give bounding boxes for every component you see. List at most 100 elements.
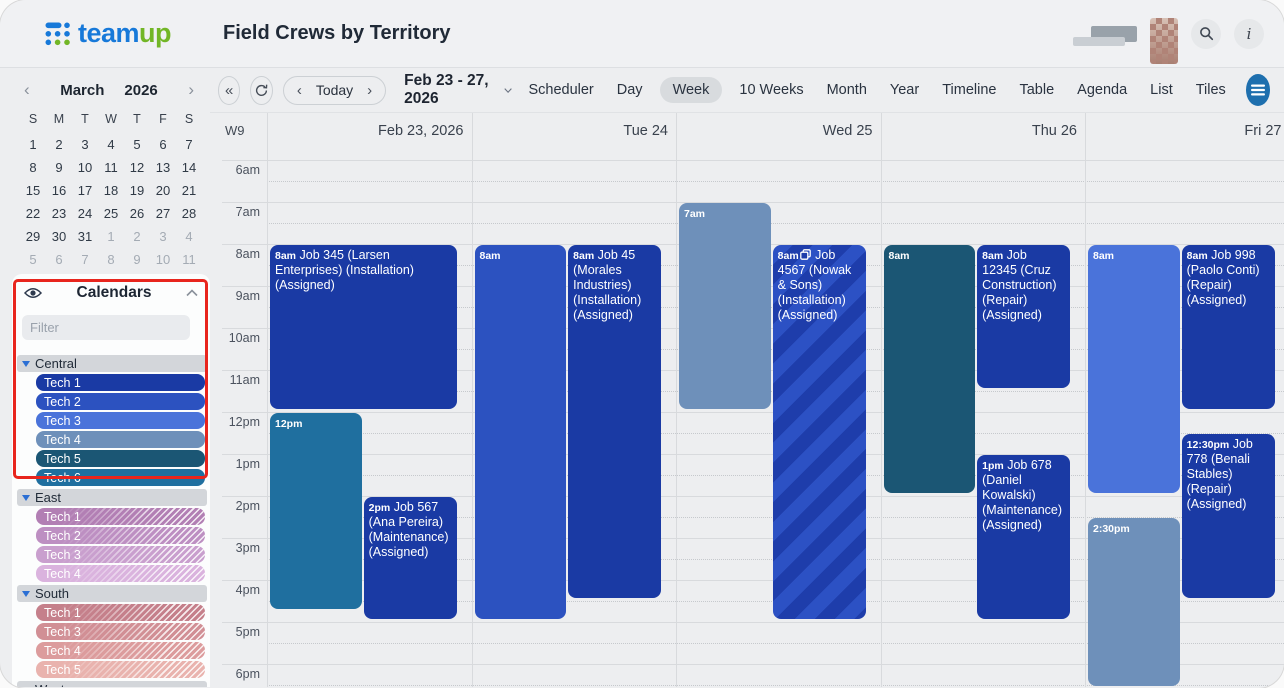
- calendar-item[interactable]: Tech 1: [36, 604, 205, 621]
- mini-cal-day[interactable]: 1: [29, 137, 37, 152]
- eye-icon[interactable]: [24, 287, 42, 299]
- mini-cal-day[interactable]: 12: [129, 160, 145, 175]
- day-column[interactable]: Thu 26 8am 8am Job 12345 (Cruz Constructi…: [880, 113, 1086, 687]
- mini-cal-day[interactable]: 28: [181, 206, 197, 221]
- mini-cal-day[interactable]: 9: [55, 160, 63, 175]
- view-tab-tiles[interactable]: Tiles: [1195, 82, 1226, 98]
- mini-cal-day[interactable]: 3: [159, 229, 167, 244]
- teamup-logo[interactable]: teamup: [44, 18, 172, 49]
- mini-cal-day[interactable]: 21: [181, 183, 197, 198]
- view-tab-list[interactable]: List: [1150, 82, 1173, 98]
- view-tab-table[interactable]: Table: [1019, 82, 1055, 98]
- event[interactable]: 8am Job 12345 (Cruz Construction) (Repai…: [977, 245, 1070, 388]
- event[interactable]: 12pm: [270, 413, 362, 609]
- mini-cal-day[interactable]: 11: [182, 252, 196, 267]
- mini-cal-day[interactable]: 27: [155, 206, 171, 221]
- refresh-button[interactable]: [250, 75, 273, 105]
- mini-cal-day[interactable]: 5: [133, 137, 141, 152]
- mini-cal-day[interactable]: 30: [51, 229, 67, 244]
- calendar-item[interactable]: Tech 2: [36, 527, 205, 544]
- view-tab-week[interactable]: Week: [659, 77, 723, 103]
- mini-cal-day[interactable]: 14: [181, 160, 197, 175]
- info-button[interactable]: i: [1234, 18, 1264, 49]
- view-tab-10-weeks[interactable]: 10 Weeks: [739, 82, 804, 98]
- mini-cal-day[interactable]: 25: [103, 206, 119, 221]
- calendar-item[interactable]: Tech 5: [36, 450, 205, 467]
- event[interactable]: 2pm Job 567 (Ana Pereira) (Maintenance) …: [363, 497, 457, 619]
- calendar-item[interactable]: Tech 3: [36, 623, 205, 640]
- event[interactable]: 8am: [883, 245, 976, 493]
- view-tab-timeline[interactable]: Timeline: [942, 82, 997, 98]
- calendar-item[interactable]: Tech 3: [36, 412, 205, 429]
- prev-day-icon[interactable]: ‹: [296, 81, 302, 99]
- mini-cal-day[interactable]: 5: [29, 252, 37, 267]
- view-tab-scheduler[interactable]: Scheduler: [528, 82, 594, 98]
- view-tab-year[interactable]: Year: [889, 82, 920, 98]
- calendar-item[interactable]: Tech 2: [36, 393, 205, 410]
- calendar-item[interactable]: Tech 1: [36, 508, 205, 525]
- mini-cal-year[interactable]: 2026: [124, 81, 158, 99]
- event[interactable]: 8am: [1088, 245, 1180, 493]
- mini-cal-month[interactable]: March: [60, 81, 105, 99]
- day-column[interactable]: Feb 23, 2026 8am Job 345 (Larsen Enterpri…: [267, 113, 472, 687]
- calendar-group-header-east[interactable]: East: [17, 489, 207, 506]
- mini-cal-day[interactable]: 2: [55, 137, 63, 152]
- mini-cal-day[interactable]: 8: [29, 160, 37, 175]
- menu-button[interactable]: [1245, 74, 1270, 106]
- mini-cal-day[interactable]: 18: [103, 183, 119, 198]
- event[interactable]: 8am Job 998 (Paolo Conti) (Repair) (Assi…: [1181, 245, 1275, 409]
- calendar-item[interactable]: Tech 4: [36, 642, 205, 659]
- search-button[interactable]: [1191, 18, 1221, 49]
- mini-cal-day[interactable]: 6: [55, 252, 63, 267]
- mini-cal-day[interactable]: 22: [25, 206, 41, 221]
- event[interactable]: 2:30pm: [1088, 518, 1180, 687]
- chevron-up-icon[interactable]: [186, 289, 198, 297]
- mini-cal-day[interactable]: 29: [25, 229, 41, 244]
- mini-cal-day[interactable]: 2: [133, 229, 141, 244]
- day-column[interactable]: Tue 24 8am 8am Job 45 (Morales Industries…: [471, 113, 677, 687]
- calendar-item[interactable]: Tech 4: [36, 565, 205, 582]
- event[interactable]: 8am: [474, 245, 567, 619]
- calendar-group-header-central[interactable]: Central: [17, 355, 207, 372]
- mini-cal-day[interactable]: 1: [107, 229, 115, 244]
- event[interactable]: 1pm Job 678 (Daniel Kowalski) (Maintenan…: [977, 455, 1070, 619]
- mini-cal-day[interactable]: 15: [25, 183, 41, 198]
- user-avatar[interactable]: [1150, 17, 1178, 64]
- mini-cal-day[interactable]: 26: [129, 206, 145, 221]
- event[interactable]: 8am Job 345 (Larsen Enterprises) (Instal…: [270, 245, 457, 409]
- event[interactable]: 7am: [679, 203, 771, 409]
- event[interactable]: 12:30pm Job 778 (Benali Stables) (Repair…: [1181, 434, 1275, 598]
- event[interactable]: 8am Job 45 (Morales Industries) (Install…: [568, 245, 661, 598]
- mini-cal-day[interactable]: 6: [159, 137, 167, 152]
- mini-cal-day[interactable]: 4: [185, 229, 193, 244]
- mini-cal-day[interactable]: 7: [185, 137, 193, 152]
- calendar-group-header-south[interactable]: South: [17, 585, 207, 602]
- calendar-item[interactable]: Tech 6: [36, 469, 205, 486]
- mini-cal-day[interactable]: 17: [77, 183, 93, 198]
- mini-cal-day[interactable]: 4: [107, 137, 115, 152]
- calendar-item[interactable]: Tech 1: [36, 374, 205, 391]
- today-button[interactable]: Today: [315, 82, 354, 98]
- date-range-selector[interactable]: Feb 23 - 27, 2026: [404, 72, 513, 108]
- mini-cal-day[interactable]: 31: [77, 229, 93, 244]
- day-column[interactable]: Fri 27 8am 8am Job 998 (Paolo Conti) (Rep…: [1085, 113, 1284, 687]
- calendar-item[interactable]: Tech 3: [36, 546, 205, 563]
- calendar-filter-input[interactable]: [22, 315, 190, 340]
- view-tab-month[interactable]: Month: [826, 82, 867, 98]
- mini-cal-day[interactable]: 10: [155, 252, 171, 267]
- view-tab-day[interactable]: Day: [616, 82, 643, 98]
- calendar-group-header-west[interactable]: West: [17, 681, 207, 687]
- mini-cal-day[interactable]: 13: [155, 160, 171, 175]
- mini-cal-day[interactable]: 3: [81, 137, 89, 152]
- next-day-icon[interactable]: ›: [367, 81, 373, 99]
- event[interactable]: 8am Job 4567 (Nowak & Sons) (Installatio…: [772, 245, 866, 619]
- user-name-redacted[interactable]: [1073, 25, 1137, 46]
- mini-cal-next-icon[interactable]: ›: [188, 80, 194, 99]
- calendar-item[interactable]: Tech 5: [36, 661, 205, 678]
- mini-cal-day[interactable]: 19: [129, 183, 145, 198]
- mini-cal-day[interactable]: 9: [133, 252, 141, 267]
- jump-back-button[interactable]: «: [218, 75, 241, 105]
- mini-cal-day[interactable]: 24: [77, 206, 93, 221]
- mini-cal-day[interactable]: 20: [155, 183, 171, 198]
- mini-cal-day[interactable]: 10: [77, 160, 93, 175]
